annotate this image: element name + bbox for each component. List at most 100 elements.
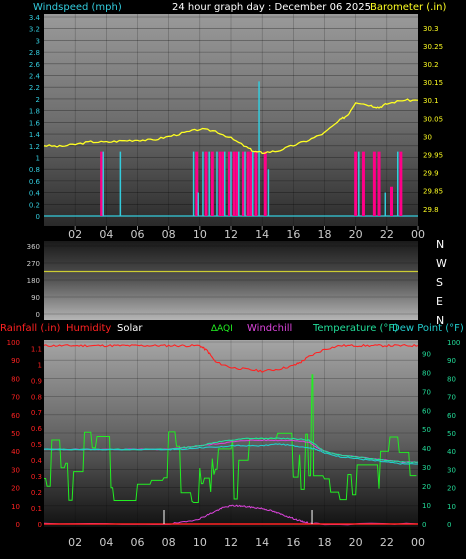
dir-tick-label: 180 — [27, 277, 40, 285]
dir-tick-label: 360 — [27, 243, 40, 251]
dewpoint-tick-label: 40 — [447, 448, 456, 456]
wind-tick-label: 0.4 — [29, 190, 41, 198]
top-x-tick-label: 18 — [318, 228, 332, 241]
top-x-tick-label: 14 — [255, 228, 269, 241]
temp-tick-label: 20 — [422, 483, 431, 491]
aqi-label-text: AQI — [217, 324, 233, 334]
temp-tick-label: 80 — [422, 369, 431, 377]
solar-line — [43, 504, 419, 526]
temp-tick-label: 60 — [422, 407, 431, 415]
baro-tick-label: 30 — [423, 133, 432, 141]
baro-tick-label: 29.95 — [423, 151, 443, 159]
bot-x-tick-label: 08 — [162, 536, 176, 549]
bot-x-tick-label: 06 — [131, 536, 145, 549]
top-x-tick-label: 04 — [99, 228, 113, 241]
top-x-tick-label: 20 — [349, 228, 363, 241]
wind-tick-label: 0.6 — [29, 178, 41, 186]
rain-tick-label: 1 — [38, 361, 42, 369]
baro-tick-label: 30.3 — [423, 25, 439, 33]
wind-tick-label: 2.6 — [29, 61, 41, 69]
temp-tick-label: 70 — [422, 388, 431, 396]
compass-label: W — [436, 257, 447, 270]
barometer-axis-label: Barometer (.in) — [370, 2, 446, 13]
aqi-line — [44, 374, 417, 503]
windchill-label: Windchill — [247, 323, 292, 334]
compass-label: S — [436, 276, 443, 289]
wind-tick-label: 3 — [36, 37, 40, 45]
dir-tick-label: 90 — [31, 294, 40, 302]
temp-tick-label: 90 — [422, 350, 431, 358]
top-x-tick-label: 12 — [224, 228, 238, 241]
aqi-delta-icon: ∆ — [210, 324, 218, 334]
baro-tick-label: 30.15 — [423, 79, 443, 87]
dewpoint-tick-label: 0 — [447, 521, 451, 529]
top-x-tick-label: 10 — [193, 228, 207, 241]
compass-label: N — [436, 314, 444, 327]
top-x-tick-label: 06 — [131, 228, 145, 241]
humidity-tick-label: 60 — [11, 412, 20, 420]
temp-tick-label: 10 — [422, 502, 431, 510]
wind-tick-label: 2.2 — [29, 84, 40, 92]
bot-x-tick-label: 22 — [380, 536, 394, 549]
wind-tick-label: 0 — [36, 213, 40, 221]
bot-x-tick-label: 02 — [68, 536, 82, 549]
rain-tick-label: 0.9 — [31, 377, 42, 385]
rain-tick-label: 0.3 — [31, 473, 42, 481]
windspeed-axis-label: Windspeed (mph) — [33, 2, 122, 13]
baro-tick-label: 30.2 — [423, 61, 439, 69]
wind-tick-label: 3.2 — [29, 26, 40, 34]
dewpoint-tick-label: 80 — [447, 375, 456, 383]
baro-tick-label: 29.8 — [423, 206, 439, 214]
dir-tick-label: 270 — [27, 260, 40, 268]
dewpoint-tick-label: 10 — [447, 503, 456, 511]
barometer-line — [43, 98, 419, 155]
bot-x-tick-label: 18 — [318, 536, 332, 549]
wind-tick-label: 1.8 — [29, 108, 40, 116]
wind-tick-label: 1.4 — [29, 131, 41, 139]
top-x-tick-label: 22 — [380, 228, 394, 241]
baro-tick-label: 30.1 — [423, 97, 439, 105]
wind-tick-label: 3.4 — [29, 14, 41, 22]
baro-tick-label: 30.25 — [423, 43, 443, 51]
temp-tick-label: 0 — [422, 521, 426, 529]
dewpoint-tick-label: 90 — [447, 357, 456, 365]
baro-tick-label: 29.9 — [423, 170, 439, 178]
humidity-tick-label: 90 — [11, 357, 20, 365]
dewpoint-tick-label: 100 — [447, 339, 460, 347]
dir-tick-label: 0 — [36, 311, 40, 319]
rain-tick-label: 1.1 — [31, 345, 42, 353]
dewpoint-line — [43, 443, 419, 465]
dewpoint-tick-label: 60 — [447, 412, 456, 420]
dewpoint-tick-label: 70 — [447, 394, 456, 402]
rainfall-label: Rainfall (.in) — [0, 323, 61, 334]
compass-label: N — [436, 238, 444, 251]
humidity-tick-label: 0 — [16, 521, 20, 529]
chart-title: 24 hour graph day : December 06 2025 — [172, 2, 371, 13]
wind-tick-label: 2.8 — [29, 49, 40, 57]
humidity-tick-label: 100 — [7, 339, 20, 347]
top-x-tick-label: 00 — [411, 228, 425, 241]
rain-tick-label: 0.4 — [31, 457, 43, 465]
humidity-label: Humidity — [66, 323, 111, 334]
wind-tick-label: 0.2 — [29, 201, 40, 209]
top-x-tick-label: 08 — [162, 228, 176, 241]
rain-tick-label: 0.7 — [31, 409, 42, 417]
bot-x-tick-label: 12 — [224, 536, 238, 549]
wind-tick-label: 1 — [36, 154, 40, 162]
top-x-tick-label: 16 — [286, 228, 300, 241]
wind-tick-label: 1.6 — [29, 119, 41, 127]
compass-label: E — [436, 295, 443, 308]
humidity-tick-label: 80 — [11, 375, 20, 383]
wind-tick-label: 1.2 — [29, 143, 40, 151]
rain-tick-label: 0.8 — [31, 393, 42, 401]
rain-tick-label: 0.6 — [31, 425, 43, 433]
bot-x-tick-label: 10 — [193, 536, 207, 549]
solar-label: Solar — [117, 323, 143, 334]
temperature-label: Temperature (°F) — [312, 323, 398, 334]
baro-tick-label: 30.05 — [423, 115, 443, 123]
direction-panel — [44, 241, 418, 320]
rain-tick-label: 0.1 — [31, 505, 42, 513]
humidity-tick-label: 30 — [11, 466, 20, 474]
rain-tick-label: 0 — [38, 521, 42, 529]
